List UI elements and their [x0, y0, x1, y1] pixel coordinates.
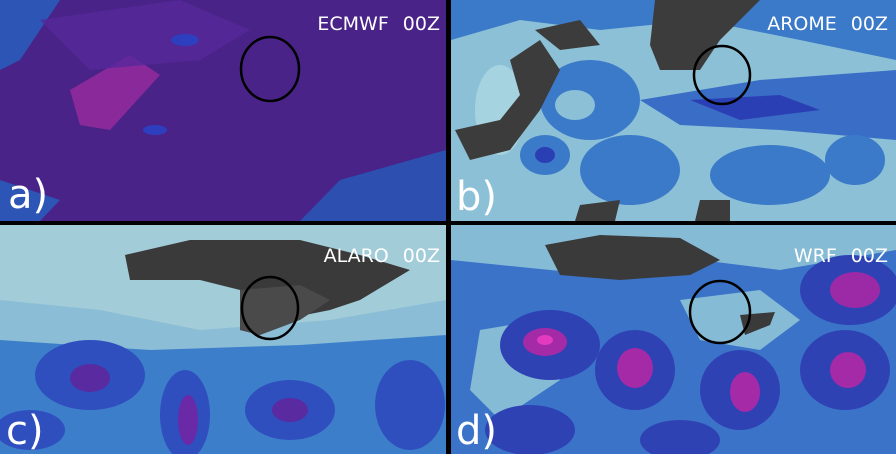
- model-label: ALARO 00Z: [324, 245, 440, 267]
- map-grid: ECMWF 00Z a) AROME 00Z b): [0, 0, 896, 454]
- panel-c: ALARO 00Z c): [0, 225, 446, 454]
- model-label: WRF 00Z: [794, 245, 888, 267]
- page: {"panels": [ {"model": "ECMWF 00Z", "tag…: [0, 0, 896, 454]
- panel-tag: a): [8, 172, 48, 218]
- panel-tag: c): [6, 408, 44, 454]
- panel-b: AROME 00Z b): [451, 0, 896, 221]
- panel-a: ECMWF 00Z a): [0, 0, 446, 221]
- panel-tag: b): [456, 174, 497, 220]
- panel-d: WRF 00Z d): [451, 225, 896, 454]
- model-label: AROME 00Z: [767, 13, 888, 35]
- model-label: ECMWF 00Z: [317, 13, 440, 35]
- panel-tag: d): [456, 408, 497, 454]
